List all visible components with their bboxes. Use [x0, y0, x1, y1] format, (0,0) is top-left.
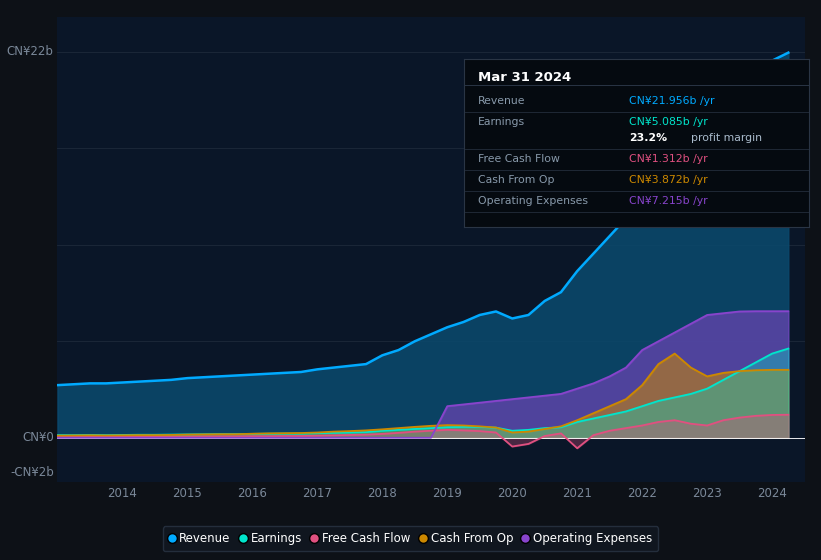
Text: CN¥1.312b /yr: CN¥1.312b /yr	[630, 154, 708, 164]
Text: -CN¥2b: -CN¥2b	[10, 466, 53, 479]
Text: Revenue: Revenue	[478, 96, 525, 106]
Text: Operating Expenses: Operating Expenses	[478, 196, 588, 206]
Text: CN¥3.872b /yr: CN¥3.872b /yr	[630, 175, 708, 185]
Text: Earnings: Earnings	[478, 117, 525, 127]
Text: CN¥21.956b /yr: CN¥21.956b /yr	[630, 96, 715, 106]
Text: CN¥5.085b /yr: CN¥5.085b /yr	[630, 117, 709, 127]
Legend: Revenue, Earnings, Free Cash Flow, Cash From Op, Operating Expenses: Revenue, Earnings, Free Cash Flow, Cash …	[163, 526, 658, 551]
Text: CN¥0: CN¥0	[22, 431, 53, 444]
Text: Cash From Op: Cash From Op	[478, 175, 554, 185]
Text: CN¥22b: CN¥22b	[7, 45, 53, 58]
Text: Mar 31 2024: Mar 31 2024	[478, 71, 571, 83]
Text: 23.2%: 23.2%	[630, 133, 667, 143]
Text: profit margin: profit margin	[691, 133, 763, 143]
Text: Free Cash Flow: Free Cash Flow	[478, 154, 560, 164]
Text: CN¥7.215b /yr: CN¥7.215b /yr	[630, 196, 708, 206]
